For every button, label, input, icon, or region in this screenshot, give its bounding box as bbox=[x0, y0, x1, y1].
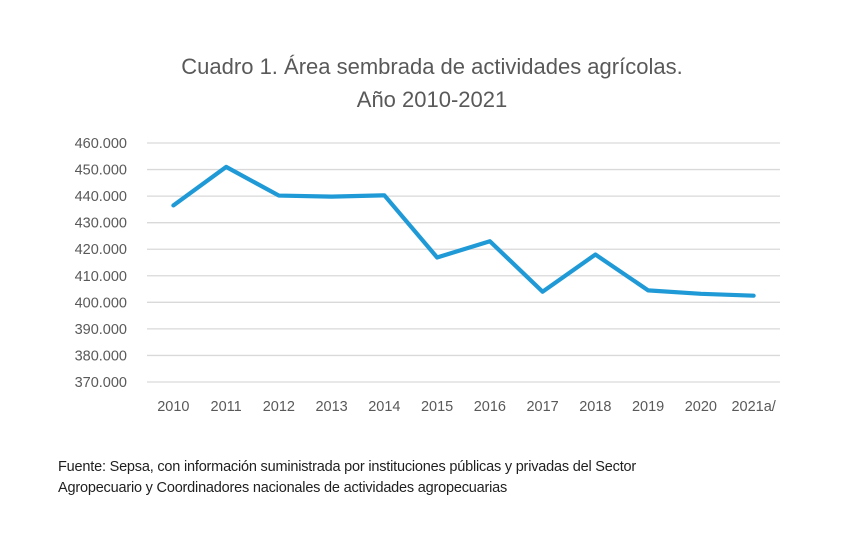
y-tick-label: 430.000 bbox=[75, 216, 127, 232]
x-tick-label: 2013 bbox=[315, 399, 347, 415]
x-tick-label: 2018 bbox=[579, 399, 611, 415]
x-tick-label: 2016 bbox=[474, 399, 506, 415]
x-tick-label: 2019 bbox=[632, 399, 664, 415]
footnote-line-2: Agropecuario y Coordinadores nacionales … bbox=[58, 480, 508, 496]
y-tick-label: 450.000 bbox=[75, 163, 127, 179]
chart-title: Cuadro 1. Área sembrada de actividades a… bbox=[181, 54, 683, 79]
y-tick-label: 440.000 bbox=[75, 189, 127, 205]
y-axis-ticks: 460.000 450.000 440.000 430.000 420.000 410.0… bbox=[75, 136, 127, 391]
x-tick-label: 2012 bbox=[263, 399, 295, 415]
y-tick-label: 410.000 bbox=[75, 269, 127, 285]
x-tick-label: 2015 bbox=[421, 399, 453, 415]
x-tick-label: 2021a/ bbox=[731, 399, 776, 415]
gridlines bbox=[147, 142, 780, 383]
x-axis-ticks: 2010 2011 2012 2013 2014 2015 2016 2017 2018 2019… bbox=[157, 399, 777, 415]
y-tick-label: 370.000 bbox=[75, 375, 127, 391]
x-tick-label: 2014 bbox=[368, 399, 400, 415]
series-line bbox=[171, 164, 756, 298]
y-tick-label: 460.000 bbox=[75, 136, 127, 152]
x-tick-label: 2011 bbox=[211, 399, 242, 415]
series-area-sembrada bbox=[171, 164, 756, 298]
y-tick-label: 420.000 bbox=[75, 242, 127, 258]
x-tick-label: 2020 bbox=[685, 399, 717, 415]
y-tick-label: 390.000 bbox=[75, 322, 127, 338]
y-tick-label: 380.000 bbox=[75, 348, 127, 364]
x-tick-label: 2010 bbox=[157, 399, 189, 415]
footnote-line-1: Fuente: Sepsa, con información suministr… bbox=[58, 459, 637, 475]
x-tick-label: 2017 bbox=[526, 399, 558, 415]
chart-subtitle: Año 2010-2021 bbox=[356, 87, 508, 112]
source-footnote: Fuente: Sepsa, con información suministr… bbox=[58, 457, 636, 499]
y-tick-label: 400.000 bbox=[75, 295, 127, 311]
